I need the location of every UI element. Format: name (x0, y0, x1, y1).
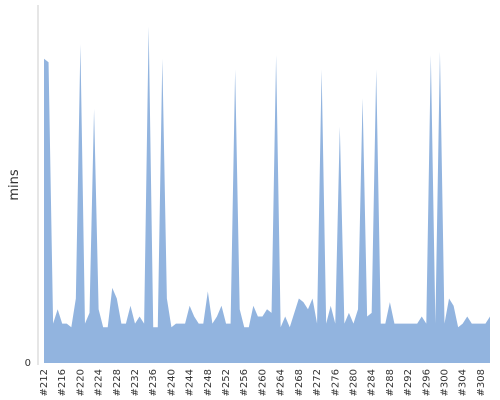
x-tick-label: #264 (276, 369, 287, 396)
y-tick-label: 0 (25, 358, 31, 369)
x-tick-label: #268 (294, 369, 305, 396)
x-tick-label: #212 (39, 369, 50, 396)
x-tick-label: #260 (257, 369, 268, 396)
x-tick-label: #240 (166, 369, 177, 396)
y-axis-label: mins (7, 169, 22, 201)
x-tick-label: #224 (94, 369, 105, 396)
x-tick-label: #308 (476, 369, 487, 396)
x-tick-label: #276 (330, 369, 341, 396)
x-tick-label: #300 (439, 369, 450, 396)
x-tick-label: #304 (458, 369, 469, 396)
x-tick-label: #292 (403, 369, 414, 396)
x-tick-label: #272 (312, 369, 323, 396)
x-tick-label: #280 (348, 369, 359, 396)
x-tick-label: #296 (421, 369, 432, 396)
x-tick-label: #284 (367, 369, 378, 396)
x-tick-label: #256 (239, 369, 250, 396)
area (44, 26, 490, 363)
x-tick-label: #252 (221, 369, 232, 396)
x-tick-label: #248 (203, 369, 214, 396)
x-tick-label: #244 (185, 369, 196, 396)
x-tick-label: #232 (130, 369, 141, 396)
x-tick-label: #216 (57, 369, 68, 396)
x-tick-label: #236 (148, 369, 159, 396)
x-tick-label: #228 (112, 369, 123, 396)
x-tick-label: #220 (75, 369, 86, 396)
x-tick-label: #288 (385, 369, 396, 396)
